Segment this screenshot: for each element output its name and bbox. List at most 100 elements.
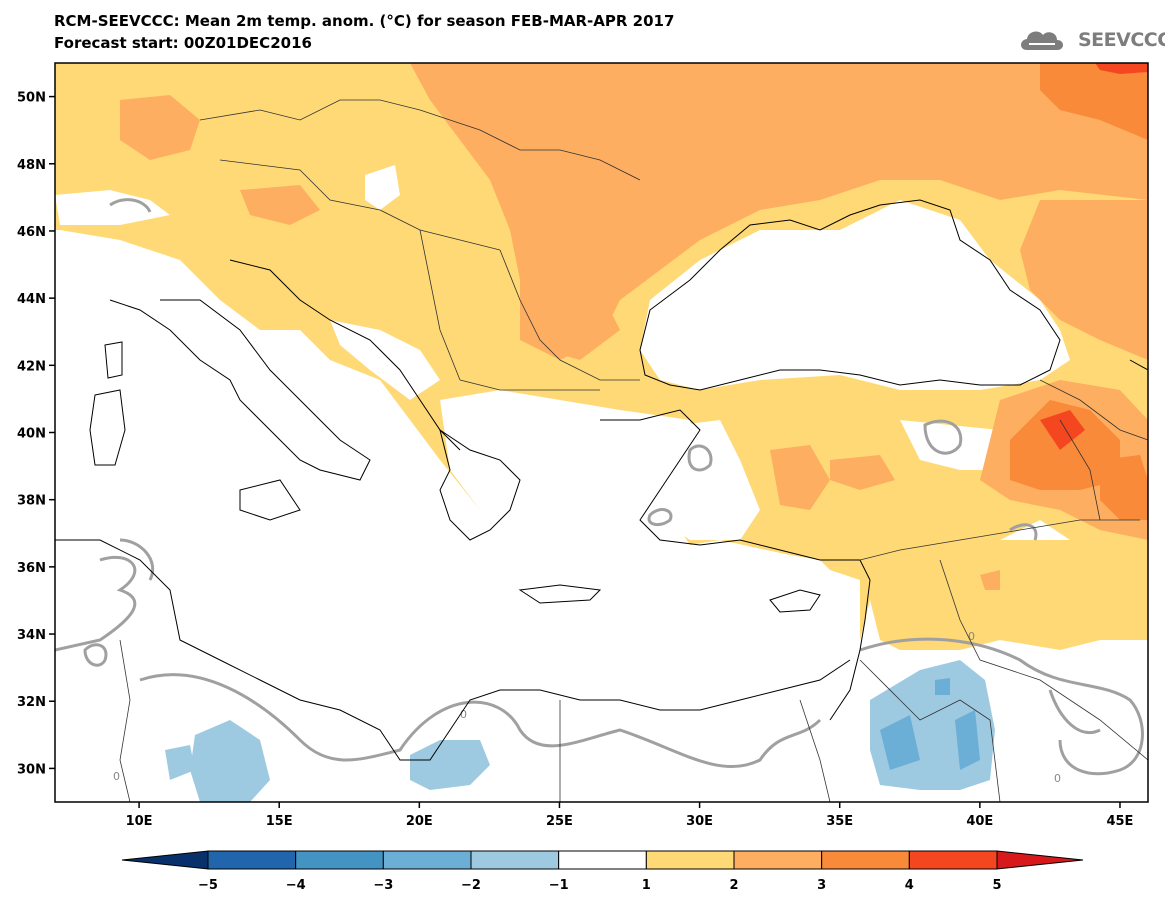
- border-2: [199, 99, 421, 121]
- latitude-axis: 50N 48N 46N 44N 42N 40N 38N 36N 34N 32N 30N: [17, 91, 55, 777]
- black-sea-coast: [639, 199, 1061, 391]
- anomaly-region-2to3-austria: [240, 185, 320, 225]
- anomaly-region-neg2to3-arabia-b: [955, 710, 980, 770]
- anomaly-hole-hungary: [365, 165, 400, 210]
- zero-contour-alps: [109, 198, 152, 213]
- anomaly-fill-layer: [55, 63, 1148, 802]
- seevccc-cloud-logo-icon: [1021, 31, 1063, 50]
- colorbar-tick-label: 2: [729, 878, 738, 893]
- anomaly-region-2to3-bulgaria: [540, 290, 620, 360]
- italy-coast: [109, 299, 371, 481]
- zero-contour-arabia-b: [1048, 689, 1101, 735]
- lon-tick-label: 30E: [686, 814, 713, 829]
- adriatic-coast: [229, 259, 461, 451]
- colorbar-swatch: [295, 850, 384, 870]
- anomaly-region-2to3-ukraine: [410, 63, 1148, 360]
- zero-contour-syria: [1009, 523, 1038, 541]
- crete-coast: [518, 584, 602, 604]
- seevccc-logo-text: SEEVCCC: [1078, 29, 1165, 51]
- colorbar-swatch: [558, 850, 647, 870]
- anomaly-region-4to5-caucasus: [1040, 410, 1085, 450]
- lat-tick-label: 38N: [17, 494, 46, 509]
- contour-label-0-c: 0: [113, 770, 120, 783]
- colorbar-swatch: [908, 850, 998, 870]
- lat-tick-label: 34N: [17, 628, 46, 643]
- border-7: [859, 519, 1140, 561]
- border-4: [499, 249, 640, 381]
- lon-tick-label: 25E: [546, 814, 573, 829]
- border-5: [419, 229, 461, 381]
- colorbar-swatch: [645, 850, 735, 870]
- border-12: [799, 699, 831, 802]
- lat-tick-label: 48N: [17, 158, 46, 173]
- border-6: [459, 379, 600, 391]
- lat-tick-label: 42N: [17, 359, 46, 374]
- zero-contour-libya: [139, 673, 822, 769]
- colorbar-tick-label: 1: [642, 878, 651, 893]
- levant-coast: [829, 579, 871, 721]
- anomaly-hole-turkey-east: [900, 420, 1010, 470]
- border-10: [119, 639, 131, 802]
- border-3: [419, 109, 641, 181]
- colorbar-swatch: [821, 850, 910, 870]
- lat-tick-label: 50N: [17, 91, 46, 106]
- forecast-start-label: Forecast start: 00Z01DEC2016: [54, 34, 312, 52]
- lon-tick-label: 40E: [966, 814, 993, 829]
- lat-tick-label: 32N: [17, 695, 46, 710]
- zero-contour-turkey-b: [647, 508, 673, 527]
- contour-label-0-b: 0: [460, 708, 467, 721]
- lat-tick-label: 40N: [17, 427, 46, 442]
- colorbar-swatch: [733, 850, 823, 870]
- coastline-layer: [55, 199, 1148, 761]
- anomaly-hole-aegean: [440, 390, 700, 560]
- anomaly-hole-turkey-interior: [640, 420, 760, 540]
- colorbar-swatch: [470, 850, 560, 870]
- border-9: [859, 659, 1001, 802]
- zero-contour-turkey-a: [687, 444, 713, 472]
- longitude-axis: 10E 15E 20E 25E 30E 35E 40E 45E: [126, 802, 1133, 829]
- contour-label-0-d: 0: [1054, 772, 1061, 785]
- colorbar: −5 −4 −3 −2 −1 1 2 3 4 5: [121, 850, 1084, 893]
- lon-tick-label: 35E: [826, 814, 853, 829]
- sicily-coast: [239, 479, 301, 521]
- anomaly-region-1to2-middle-east: [870, 540, 1148, 660]
- anomaly-region-2to3-central-turkey-b: [830, 455, 895, 490]
- caspian-coast: [1129, 359, 1148, 371]
- anomaly-region-neg1to2-tunisia: [190, 720, 270, 802]
- zero-contour-tunisia-a: [83, 643, 108, 667]
- lat-tick-label: 46N: [17, 225, 46, 240]
- anomaly-region-4to5-ne-corner: [1095, 63, 1148, 74]
- border-layer: [119, 99, 1148, 802]
- corsica-coast: [104, 341, 123, 379]
- border-13: [1039, 379, 1148, 441]
- zero-contour-tunisia-b: [119, 538, 155, 581]
- greece-coast: [439, 428, 521, 541]
- colorbar-arrow-high: [996, 850, 1084, 870]
- colorbar-arrow-low: [121, 850, 209, 870]
- anomaly-region-neg1to2-libya-a: [165, 745, 195, 780]
- anomaly-region-2to3-germany: [120, 95, 200, 160]
- colorbar-tick-label: −1: [549, 878, 569, 893]
- anomaly-region-2to3-central-turkey: [770, 445, 830, 510]
- lon-tick-label: 20E: [406, 814, 433, 829]
- anomaly-hole-black-sea: [640, 200, 1070, 390]
- lat-tick-label: 36N: [17, 561, 46, 576]
- border-8: [939, 559, 1148, 761]
- border-1: [219, 159, 501, 251]
- zero-contour-algeria: [55, 555, 137, 652]
- anomaly-region-2to3-iraq: [980, 570, 1000, 590]
- lon-tick-label: 10E: [126, 814, 153, 829]
- anomaly-region-2to3-romania: [540, 190, 600, 260]
- colorbar-tick-label: 3: [817, 878, 826, 893]
- anomaly-region-neg1to2-libya-b: [410, 740, 490, 790]
- border-14: [1059, 419, 1101, 521]
- anomaly-region-3to4-ukraine-ne: [1040, 63, 1148, 140]
- sardinia-coast: [89, 389, 126, 466]
- zero-contour-layer: [55, 198, 1144, 776]
- colorbar-tick-label: −2: [461, 878, 481, 893]
- lat-tick-label: 30N: [17, 762, 46, 777]
- anomaly-hole-adriatic: [330, 320, 440, 400]
- anomaly-hole-tyrrhenian: [130, 300, 310, 460]
- anomaly-region-2to3-russia-east: [1020, 200, 1148, 360]
